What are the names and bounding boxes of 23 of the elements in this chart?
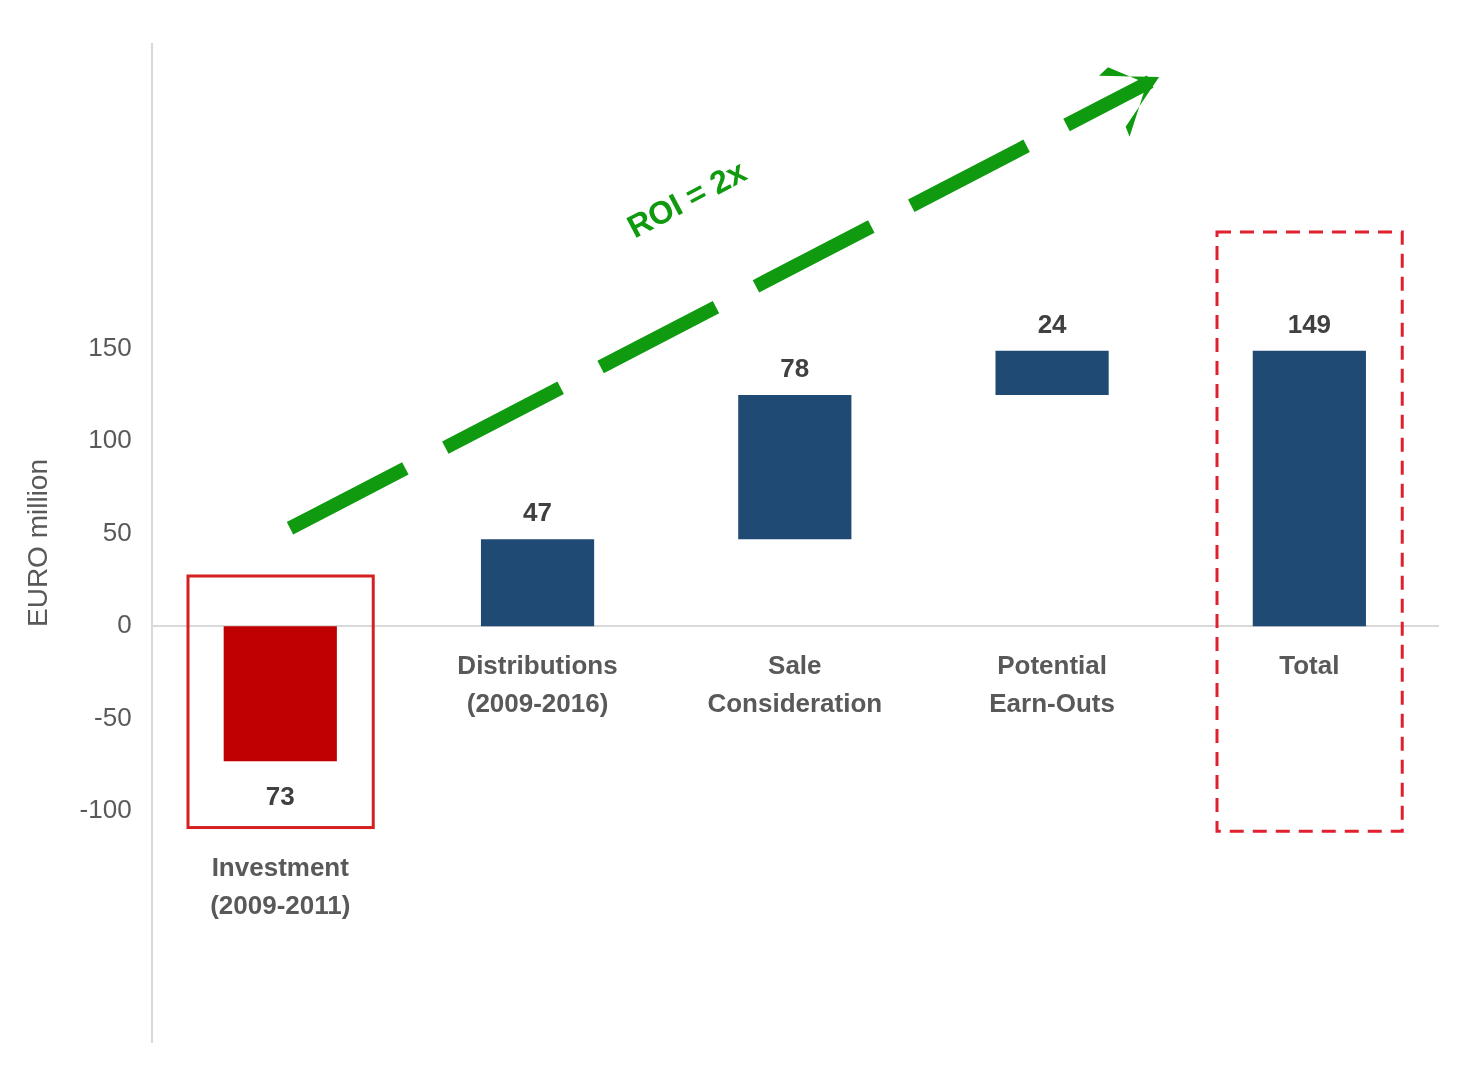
- y-tick-label: -100: [79, 794, 132, 825]
- x-tick-label: Potential Earn-Outs: [989, 650, 1115, 719]
- data-label: 47: [523, 497, 553, 528]
- data-label: 24: [1037, 308, 1068, 339]
- data-label: 73: [265, 781, 295, 812]
- x-tick-label: Sale Consideration: [707, 650, 883, 719]
- bar: [1252, 350, 1366, 627]
- bar: [738, 395, 852, 540]
- y-tick-label: 150: [88, 331, 132, 362]
- bar: [995, 350, 1109, 396]
- bar: [223, 626, 337, 762]
- data-label: 78: [780, 353, 810, 384]
- x-tick-label: Total: [1279, 650, 1340, 681]
- y-tick-label: 50: [102, 516, 132, 547]
- data-label: 149: [1287, 308, 1332, 339]
- x-tick-label: Investment (2009-2011): [210, 852, 351, 921]
- y-tick-label: -50: [94, 701, 132, 732]
- x-tick-label: Distributions (2009-2016): [457, 650, 618, 719]
- bar: [480, 539, 595, 627]
- annotation: ROI = 2x: [621, 152, 753, 245]
- y-tick-label: 100: [88, 424, 132, 455]
- y-axis-title: EURO million: [21, 458, 53, 628]
- y-tick-label: 0: [117, 609, 132, 640]
